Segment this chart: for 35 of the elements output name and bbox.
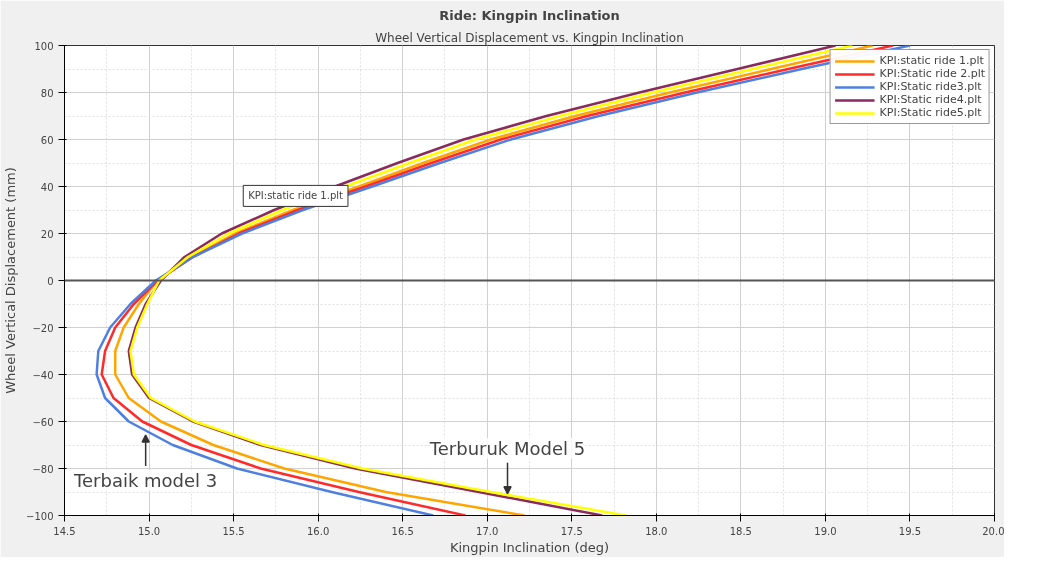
x-tick-label: 16.0	[307, 525, 330, 537]
y-tick-label: −20	[32, 322, 54, 334]
x-tick-label: 14.5	[53, 525, 76, 537]
legend-label: KPI:Static ride3.plt	[879, 80, 982, 93]
y-tick-label: −100	[26, 510, 54, 522]
y-axis-title: Wheel Vertical Displacement (mm)	[3, 167, 19, 394]
x-tick-label: 17.5	[560, 525, 583, 537]
x-axis-title: Kingpin Inclination (deg)	[449, 539, 610, 555]
x-tick-label: 19.0	[814, 525, 837, 537]
y-tick-label: −80	[32, 463, 54, 475]
annotation: KPI:static ride 1.plt	[248, 190, 344, 202]
legend-label: KPI:Static ride4.plt	[879, 93, 982, 106]
y-tick-label: 80	[40, 87, 54, 99]
x-tick-label: 19.5	[898, 525, 922, 537]
annotation: Terburuk Model 5	[428, 437, 586, 459]
y-tick-label: 60	[40, 134, 54, 146]
x-tick-label: 15.0	[137, 525, 161, 537]
legend-label: KPI:Static ride5.plt	[879, 106, 982, 119]
y-tick-label: −40	[32, 369, 54, 381]
legend-label: KPI:static ride 1.plt	[879, 54, 984, 67]
legend-label: KPI:Static ride 2.plt	[879, 67, 985, 80]
y-tick-label: 40	[40, 181, 54, 193]
x-tick-label: 20.0	[982, 525, 1005, 537]
x-tick-label: 18.0	[645, 525, 668, 537]
y-tick-label: 0	[47, 275, 54, 287]
y-tick-label: 20	[40, 228, 54, 240]
chart-subtitle: Wheel Vertical Displacement vs. Kingpin Inclination	[375, 30, 684, 45]
chart-title: Ride: Kingpin Inclination	[439, 7, 620, 23]
y-tick-label: 100	[34, 40, 54, 52]
y-tick-label: −60	[32, 416, 54, 428]
x-tick-label: 15.5	[222, 525, 245, 537]
x-tick-label: 16.5	[391, 525, 414, 537]
x-tick-label: 18.5	[729, 525, 752, 537]
annotation: Terbaik model 3	[73, 470, 218, 492]
x-tick-label: 17.0	[476, 525, 499, 537]
